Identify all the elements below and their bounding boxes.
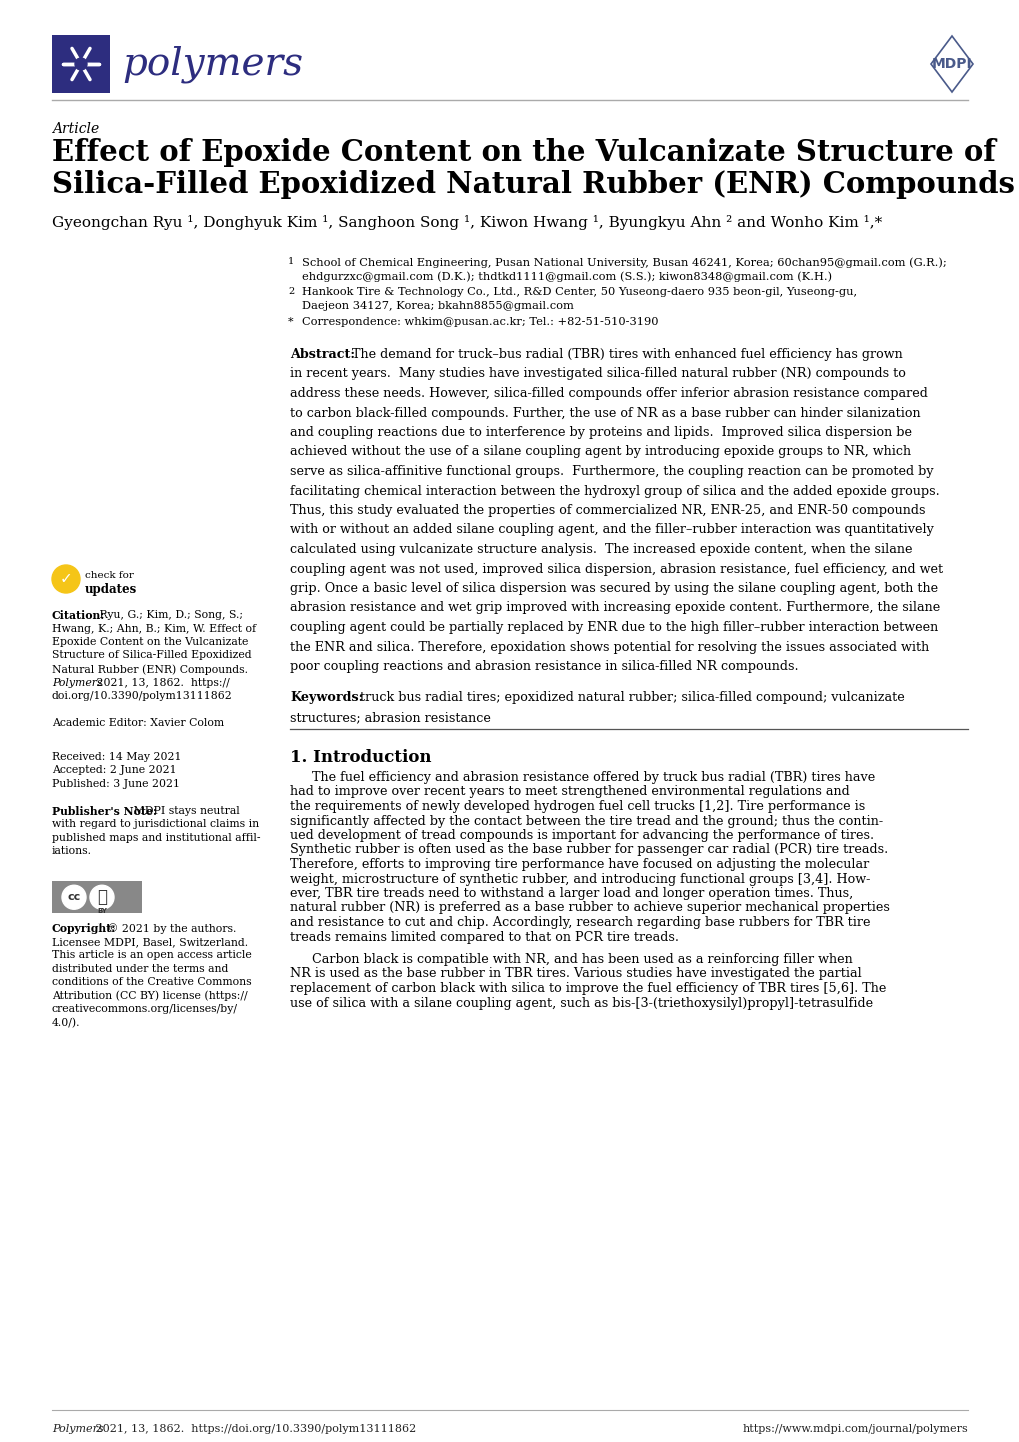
Text: Copyright:: Copyright: (52, 923, 116, 934)
Text: Silica-Filled Epoxidized Natural Rubber (ENR) Compounds: Silica-Filled Epoxidized Natural Rubber … (52, 170, 1014, 199)
Text: achieved without the use of a silane coupling agent by introducing epoxide group: achieved without the use of a silane cou… (289, 446, 910, 459)
Text: This article is an open access article: This article is an open access article (52, 950, 252, 960)
Text: The demand for truck–bus radial (TBR) tires with enhanced fuel efficiency has gr: The demand for truck–bus radial (TBR) ti… (352, 348, 902, 360)
Text: Epoxide Content on the Vulcanizate: Epoxide Content on the Vulcanizate (52, 637, 249, 647)
Text: Published: 3 June 2021: Published: 3 June 2021 (52, 779, 179, 789)
Text: 4.0/).: 4.0/). (52, 1018, 81, 1028)
Text: © 2021 by the authors.: © 2021 by the authors. (104, 923, 236, 934)
Text: Abstract:: Abstract: (289, 348, 355, 360)
Text: ⓑ: ⓑ (97, 888, 107, 906)
Text: distributed under the terms and: distributed under the terms and (52, 963, 228, 973)
Text: weight, microstructure of synthetic rubber, and introducing functional groups [3: weight, microstructure of synthetic rubb… (289, 872, 869, 885)
Text: to carbon black-filled compounds. Further, the use of NR as a base rubber can hi: to carbon black-filled compounds. Furthe… (289, 407, 920, 420)
Text: BY: BY (97, 908, 107, 914)
Text: facilitating chemical interaction between the hydroxyl group of silica and the a: facilitating chemical interaction betwee… (289, 485, 938, 497)
Text: Therefore, efforts to improving tire performance have focused on adjusting the m: Therefore, efforts to improving tire per… (289, 858, 868, 871)
Text: iations.: iations. (52, 846, 92, 857)
Text: Publisher's Note:: Publisher's Note: (52, 806, 157, 816)
Text: in recent years.  Many studies have investigated silica-filled natural rubber (N: in recent years. Many studies have inves… (289, 368, 905, 381)
Text: abrasion resistance and wet grip improved with increasing epoxide content. Furth: abrasion resistance and wet grip improve… (289, 601, 940, 614)
Text: address these needs. However, silica-filled compounds offer inferior abrasion re: address these needs. However, silica-fil… (289, 386, 927, 399)
Text: The fuel efficiency and abrasion resistance offered by truck bus radial (TBR) ti: The fuel efficiency and abrasion resista… (312, 771, 874, 784)
Text: Natural Rubber (ENR) Compounds.: Natural Rubber (ENR) Compounds. (52, 663, 248, 675)
Text: Received: 14 May 2021: Received: 14 May 2021 (52, 751, 181, 761)
Circle shape (90, 885, 114, 910)
Text: poor coupling reactions and abrasion resistance in silica-filled NR compounds.: poor coupling reactions and abrasion res… (289, 660, 798, 673)
Text: updates: updates (85, 583, 138, 596)
Text: structures; abrasion resistance: structures; abrasion resistance (289, 711, 490, 724)
Text: check for: check for (85, 571, 133, 580)
Text: the requirements of newly developed hydrogen fuel cell trucks [1,2]. Tire perfor: the requirements of newly developed hydr… (289, 800, 864, 813)
Text: Hwang, K.; Ahn, B.; Kim, W. Effect of: Hwang, K.; Ahn, B.; Kim, W. Effect of (52, 623, 256, 633)
Text: doi.org/10.3390/polym13111862: doi.org/10.3390/polym13111862 (52, 691, 232, 701)
Text: use of silica with a silane coupling agent, such as bis-[3-(triethoxysilyl)propy: use of silica with a silane coupling age… (289, 996, 872, 1009)
Text: truck bus radial tires; epoxidized natural rubber; silica-filled compound; vulca: truck bus radial tires; epoxidized natur… (360, 692, 904, 705)
Text: coupling agent was not used, improved silica dispersion, abrasion resistance, fu: coupling agent was not used, improved si… (289, 562, 943, 575)
Text: significantly affected by the contact between the tire tread and the ground; thu: significantly affected by the contact be… (289, 815, 882, 828)
Circle shape (52, 565, 79, 593)
Text: Carbon black is compatible with NR, and has been used as a reinforcing filler wh: Carbon black is compatible with NR, and … (312, 953, 852, 966)
Text: grip. Once a basic level of silica dispersion was secured by using the silane co: grip. Once a basic level of silica dispe… (289, 583, 937, 596)
Text: Polymers: Polymers (52, 678, 103, 688)
Text: ever, TBR tire treads need to withstand a larger load and longer operation times: ever, TBR tire treads need to withstand … (289, 887, 853, 900)
Text: School of Chemical Engineering, Pusan National University, Busan 46241, Korea; 6: School of Chemical Engineering, Pusan Na… (302, 257, 946, 268)
Text: conditions of the Creative Commons: conditions of the Creative Commons (52, 978, 252, 988)
Text: 2021, 13, 1862.  https://doi.org/10.3390/polym13111862: 2021, 13, 1862. https://doi.org/10.3390/… (92, 1425, 416, 1433)
Text: cc: cc (67, 893, 81, 903)
Text: Gyeongchan Ryu ¹, Donghyuk Kim ¹, Sanghoon Song ¹, Kiwon Hwang ¹, Byungkyu Ahn ²: Gyeongchan Ryu ¹, Donghyuk Kim ¹, Sangho… (52, 215, 881, 231)
Text: NR is used as the base rubber in TBR tires. Various studies have investigated th: NR is used as the base rubber in TBR tir… (289, 968, 861, 981)
Text: Citation:: Citation: (52, 610, 105, 622)
Bar (52, 35, 110, 92)
Text: with or without an added silane coupling agent, and the filler–rubber interactio: with or without an added silane coupling… (289, 523, 933, 536)
Text: Polymers: Polymers (52, 1425, 104, 1433)
Text: Academic Editor: Xavier Colom: Academic Editor: Xavier Colom (52, 718, 224, 728)
Text: and coupling reactions due to interference by proteins and lipids.  Improved sil: and coupling reactions due to interferen… (289, 425, 911, 438)
Text: MDPI: MDPI (930, 58, 971, 71)
Text: Synthetic rubber is often used as the base rubber for passenger car radial (PCR): Synthetic rubber is often used as the ba… (289, 844, 888, 857)
Text: Keywords:: Keywords: (289, 692, 363, 705)
Text: Article: Article (52, 123, 99, 136)
Text: Licensee MDPI, Basel, Switzerland.: Licensee MDPI, Basel, Switzerland. (52, 937, 248, 947)
Text: https://www.mdpi.com/journal/polymers: https://www.mdpi.com/journal/polymers (742, 1425, 967, 1433)
Text: Hankook Tire & Technology Co., Ltd., R&D Center, 50 Yuseong-daero 935 beon-gil, : Hankook Tire & Technology Co., Ltd., R&D… (302, 287, 856, 297)
Text: with regard to jurisdictional claims in: with regard to jurisdictional claims in (52, 819, 259, 829)
Text: serve as silica-affinitive functional groups.  Furthermore, the coupling reactio: serve as silica-affinitive functional gr… (289, 464, 932, 477)
Text: creativecommons.org/licenses/by/: creativecommons.org/licenses/by/ (52, 1004, 237, 1014)
Text: and resistance to cut and chip. Accordingly, research regarding base rubbers for: and resistance to cut and chip. Accordin… (289, 916, 869, 929)
Text: BY: BY (92, 917, 102, 926)
Text: coupling agent could be partially replaced by ENR due to the high filler–rubber : coupling agent could be partially replac… (289, 622, 937, 634)
Text: 2021, 13, 1862.  https://: 2021, 13, 1862. https:// (93, 678, 229, 688)
Text: natural rubber (NR) is preferred as a base rubber to achieve superior mechanical: natural rubber (NR) is preferred as a ba… (289, 901, 889, 914)
Text: ✓: ✓ (59, 571, 72, 587)
Text: Daejeon 34127, Korea; bkahn8855@gmail.com: Daejeon 34127, Korea; bkahn8855@gmail.co… (302, 301, 574, 311)
Text: the ENR and silica. Therefore, epoxidation shows potential for resolving the iss: the ENR and silica. Therefore, epoxidati… (289, 640, 928, 653)
Text: 2: 2 (287, 287, 293, 296)
Text: had to improve over recent years to meet strengthened environmental regulations : had to improve over recent years to meet… (289, 786, 849, 799)
Circle shape (75, 58, 87, 71)
Text: 1: 1 (287, 257, 293, 265)
Text: published maps and institutional affil-: published maps and institutional affil- (52, 832, 260, 842)
Polygon shape (930, 36, 972, 92)
Text: Correspondence: whkim@pusan.ac.kr; Tel.: +82-51-510-3190: Correspondence: whkim@pusan.ac.kr; Tel.:… (302, 317, 658, 327)
Text: Ryu, G.; Kim, D.; Song, S.;: Ryu, G.; Kim, D.; Song, S.; (96, 610, 243, 620)
Bar (52, 881, 142, 913)
Text: *: * (287, 317, 293, 327)
Text: ued development of tread compounds is important for advancing the performance of: ued development of tread compounds is im… (289, 829, 873, 842)
Text: 1. Introduction: 1. Introduction (289, 748, 431, 766)
Text: Thus, this study evaluated the properties of commercialized NR, ENR-25, and ENR-: Thus, this study evaluated the propertie… (289, 505, 924, 518)
Text: Attribution (CC BY) license (https://: Attribution (CC BY) license (https:// (52, 991, 248, 1001)
Text: Accepted: 2 June 2021: Accepted: 2 June 2021 (52, 766, 176, 776)
Text: polymers: polymers (122, 45, 303, 82)
Text: treads remains limited compared to that on PCR tire treads.: treads remains limited compared to that … (289, 930, 679, 943)
Text: calculated using vulcanizate structure analysis.  The increased epoxide content,: calculated using vulcanizate structure a… (289, 544, 912, 557)
Circle shape (62, 885, 86, 910)
Text: MDPI stays neutral: MDPI stays neutral (129, 806, 239, 816)
Text: Effect of Epoxide Content on the Vulcanizate Structure of: Effect of Epoxide Content on the Vulcani… (52, 138, 995, 167)
Text: Structure of Silica-Filled Epoxidized: Structure of Silica-Filled Epoxidized (52, 650, 252, 660)
Text: replacement of carbon black with silica to improve the fuel efficiency of TBR ti: replacement of carbon black with silica … (289, 982, 886, 995)
Text: ehdgurzxc@gmail.com (D.K.); thdtkd1111@gmail.com (S.S.); kiwon8348@gmail.com (K.: ehdgurzxc@gmail.com (D.K.); thdtkd1111@g… (302, 271, 832, 281)
